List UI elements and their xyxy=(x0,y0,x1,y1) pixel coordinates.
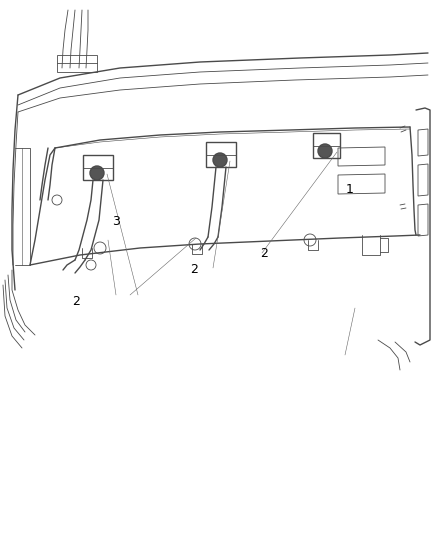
Circle shape xyxy=(318,144,332,158)
Text: 3: 3 xyxy=(112,215,120,228)
Text: 1: 1 xyxy=(346,183,354,196)
Text: 2: 2 xyxy=(191,263,198,276)
Text: 2: 2 xyxy=(261,247,268,260)
Circle shape xyxy=(90,166,104,180)
Circle shape xyxy=(213,153,227,167)
Text: 2: 2 xyxy=(72,295,80,308)
